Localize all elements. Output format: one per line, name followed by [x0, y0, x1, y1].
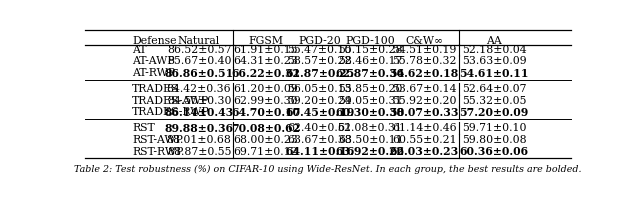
Text: RST-RWP: RST-RWP: [132, 147, 184, 157]
Text: 66.22±0.31: 66.22±0.31: [232, 68, 301, 79]
Text: 54.61±0.11: 54.61±0.11: [460, 68, 529, 79]
Text: 61.20±0.09: 61.20±0.09: [234, 84, 298, 94]
Text: AT: AT: [132, 45, 147, 55]
Text: C&W∞: C&W∞: [405, 36, 444, 46]
Text: 59.71±0.10: 59.71±0.10: [462, 123, 527, 133]
Text: 60.36±0.06: 60.36±0.06: [460, 146, 529, 157]
Text: 58.57±0.22: 58.57±0.22: [287, 56, 352, 66]
Text: PGD-20: PGD-20: [298, 36, 341, 46]
Text: 55.85±0.20: 55.85±0.20: [338, 84, 403, 94]
Text: TRADES: TRADES: [132, 84, 179, 94]
Text: FGSM: FGSM: [248, 36, 284, 46]
Text: TRADES-AWP: TRADES-AWP: [132, 96, 209, 106]
Text: 62.87±0.25: 62.87±0.25: [285, 68, 354, 79]
Text: 60.30±0.30: 60.30±0.30: [335, 107, 404, 118]
Text: 88.01±0.68: 88.01±0.68: [166, 135, 232, 145]
Text: 63.67±0.38: 63.67±0.38: [287, 135, 352, 145]
Text: 59.20±0.24: 59.20±0.24: [287, 96, 352, 106]
Text: 56.05±0.13: 56.05±0.13: [287, 84, 352, 94]
Text: 63.50±0.11: 63.50±0.11: [338, 135, 403, 145]
Text: Natural: Natural: [178, 36, 220, 46]
Text: 60.45±0.19: 60.45±0.19: [285, 107, 354, 118]
Text: 55.47±0.10: 55.47±0.10: [287, 45, 352, 55]
Text: 55.78±0.32: 55.78±0.32: [392, 56, 456, 66]
Text: AA: AA: [486, 36, 502, 46]
Text: 61.14±0.46: 61.14±0.46: [392, 123, 456, 133]
Text: 68.00±0.23: 68.00±0.23: [234, 135, 298, 145]
Text: 64.70±0.17: 64.70±0.17: [231, 107, 301, 118]
Text: Defense: Defense: [132, 36, 177, 46]
Text: RST: RST: [132, 123, 155, 133]
Text: 86.52±0.57: 86.52±0.57: [167, 45, 231, 55]
Text: 56.62±0.18: 56.62±0.18: [390, 68, 459, 79]
Text: 64.31±0.23: 64.31±0.23: [234, 56, 298, 66]
Text: 69.71±0.12: 69.71±0.12: [234, 147, 298, 157]
Text: 59.80±0.08: 59.80±0.08: [462, 135, 527, 145]
Text: 54.51±0.19: 54.51±0.19: [392, 45, 456, 55]
Text: 63.92±0.26: 63.92±0.26: [335, 146, 404, 157]
Text: 59.05±0.31: 59.05±0.31: [338, 96, 403, 106]
Text: AT-AWP: AT-AWP: [132, 56, 175, 66]
Text: Table 2: Test robustness (%) on CIFAR-10 using Wide-ResNet. In each group, the b: Table 2: Test robustness (%) on CIFAR-10…: [74, 165, 582, 174]
Text: 55.92±0.20: 55.92±0.20: [392, 96, 456, 106]
Text: 86.86±0.51: 86.86±0.51: [164, 68, 234, 79]
Text: RST-AWP: RST-AWP: [132, 135, 183, 145]
Text: 53.67±0.14: 53.67±0.14: [392, 84, 456, 94]
Text: 84.42±0.36: 84.42±0.36: [167, 84, 231, 94]
Text: 86.14±0.43: 86.14±0.43: [164, 107, 234, 118]
Text: 55.32±0.05: 55.32±0.05: [462, 96, 527, 106]
Text: 70.08±0.62: 70.08±0.62: [232, 123, 301, 134]
Text: 61.91±0.15: 61.91±0.15: [234, 45, 298, 55]
Text: 58.07±0.33: 58.07±0.33: [390, 107, 459, 118]
Text: 52.64±0.07: 52.64±0.07: [462, 84, 527, 94]
Text: 62.08±0.31: 62.08±0.31: [338, 123, 403, 133]
Text: AT-RWP: AT-RWP: [132, 68, 175, 78]
Text: 85.67±0.40: 85.67±0.40: [167, 56, 231, 66]
Text: 62.40±0.51: 62.40±0.51: [287, 123, 352, 133]
Text: PGD-100: PGD-100: [346, 36, 395, 46]
Text: 55.15±0.28: 55.15±0.28: [338, 45, 403, 55]
Text: 53.63±0.09: 53.63±0.09: [462, 56, 527, 66]
Text: 84.55±0.30: 84.55±0.30: [167, 96, 231, 106]
Text: 62.99±0.30: 62.99±0.30: [234, 96, 298, 106]
Text: 58.46±0.17: 58.46±0.17: [338, 56, 403, 66]
Text: 60.55±0.21: 60.55±0.21: [392, 135, 456, 145]
Text: 52.18±0.04: 52.18±0.04: [462, 45, 527, 55]
Text: 57.20±0.09: 57.20±0.09: [460, 107, 529, 118]
Text: 89.88±0.36: 89.88±0.36: [164, 123, 234, 134]
Text: 64.11±0.16: 64.11±0.16: [285, 146, 355, 157]
Text: 62.87±0.34: 62.87±0.34: [335, 68, 404, 79]
Text: 62.03±0.23: 62.03±0.23: [390, 146, 459, 157]
Text: TRADES-RWP: TRADES-RWP: [132, 108, 210, 117]
Text: 88.87±0.55: 88.87±0.55: [167, 147, 231, 157]
